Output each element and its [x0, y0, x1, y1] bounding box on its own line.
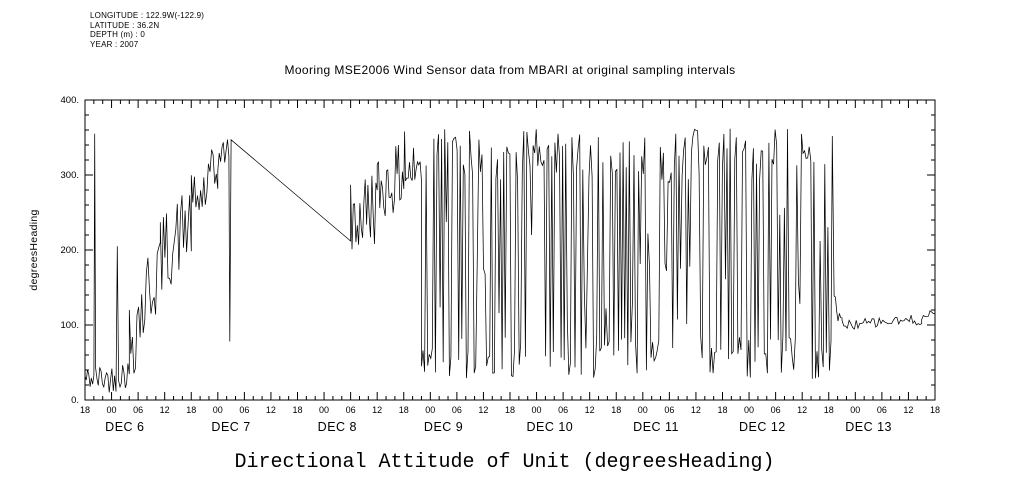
- y-tick-label: 0.: [71, 395, 79, 406]
- chart-title: Mooring MSE2006 Wind Sensor data from MB…: [284, 63, 736, 77]
- y-tick-label: 300.: [61, 170, 80, 181]
- x-tick-label: 12: [797, 405, 807, 415]
- metadata-line-depth: DEPTH (m) : 0: [90, 30, 146, 39]
- date-label: DEC 12: [739, 420, 786, 434]
- x-tick-label: 00: [744, 405, 754, 415]
- x-tick-label: 18: [824, 405, 834, 415]
- x-tick-label: 06: [239, 405, 249, 415]
- x-tick-label: 06: [346, 405, 356, 415]
- x-tick-label: 00: [213, 405, 223, 415]
- x-tick-label: 18: [930, 405, 940, 415]
- x-tick-label: 18: [611, 405, 621, 415]
- x-tick-label: 18: [505, 405, 515, 415]
- x-tick-label: 12: [160, 405, 170, 415]
- metadata-line-longitude: LONGITUDE : 122.9W(-122.9): [90, 11, 205, 20]
- y-tick-label: 400.: [61, 95, 80, 106]
- x-tick-label: 12: [266, 405, 276, 415]
- x-tick-label: 18: [186, 405, 196, 415]
- x-tick-label: 00: [107, 405, 117, 415]
- x-axis-title: Directional Attitude of Unit (degreesHea…: [234, 451, 775, 474]
- metadata-line-latitude: LATITUDE : 36.2N: [90, 20, 160, 30]
- x-tick-label: 12: [585, 405, 595, 415]
- x-tick-label: 00: [850, 405, 860, 415]
- x-tick-label: 12: [903, 405, 913, 415]
- date-label: DEC 8: [318, 420, 357, 434]
- x-tick-label: 00: [532, 405, 542, 415]
- x-tick-label: 18: [717, 405, 727, 415]
- metadata-line-year: YEAR : 2007: [90, 39, 139, 49]
- x-tick-label: 06: [133, 405, 143, 415]
- x-tick-label: 06: [558, 405, 568, 415]
- metadata-block: LONGITUDE : 122.9W(-122.9) LATITUDE : 36…: [90, 11, 204, 49]
- date-label: DEC 11: [633, 420, 679, 434]
- x-tick-label: 18: [80, 405, 90, 415]
- date-label: DEC 6: [105, 420, 144, 434]
- date-label: DEC 10: [526, 420, 573, 434]
- plot-border: [84, 99, 936, 401]
- x-tick-label: 12: [478, 405, 488, 415]
- x-tick-label: 00: [319, 405, 329, 415]
- x-tick-label: 18: [292, 405, 302, 415]
- x-tick-label: 06: [877, 405, 887, 415]
- x-tick-label: 18: [399, 405, 409, 415]
- x-tick-label: 00: [425, 405, 435, 415]
- x-tick-label: 00: [638, 405, 648, 415]
- y-tick-label: 200.: [61, 245, 80, 256]
- y-tick-label: 100.: [61, 320, 80, 331]
- y-axis-title: degreesHeading: [28, 209, 40, 290]
- x-tick-label: 12: [691, 405, 701, 415]
- date-label: DEC 7: [211, 420, 250, 434]
- date-label: DEC 9: [424, 420, 463, 434]
- x-tick-label: 06: [452, 405, 462, 415]
- heading-series-line: [84, 128, 936, 393]
- x-tick-label: 06: [771, 405, 781, 415]
- date-label: DEC 13: [845, 420, 892, 434]
- x-tick-label: 06: [664, 405, 674, 415]
- x-tick-label: 12: [372, 405, 382, 415]
